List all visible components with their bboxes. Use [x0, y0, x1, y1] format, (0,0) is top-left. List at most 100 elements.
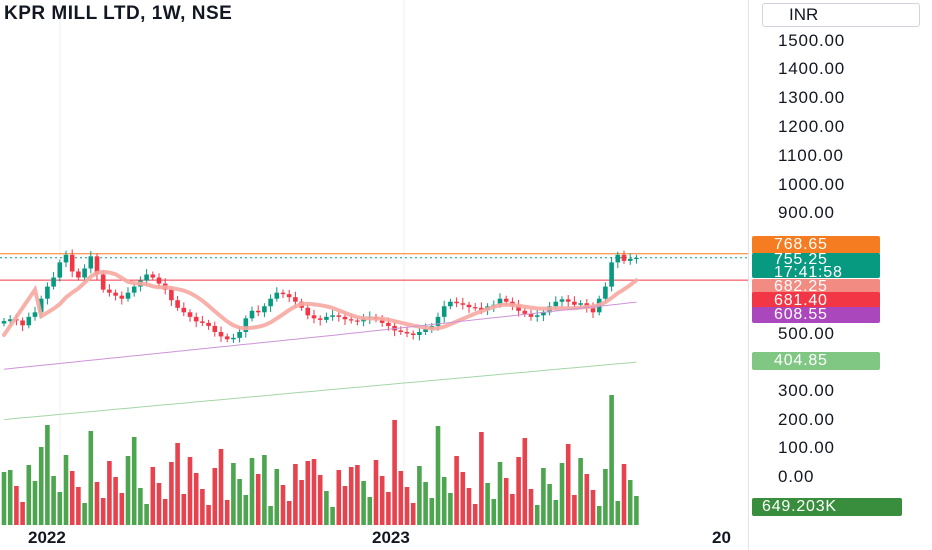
- volume-bar: [94, 482, 100, 525]
- candle-body: [305, 307, 311, 316]
- volume-bar: [63, 455, 69, 525]
- volume-bar: [162, 499, 168, 525]
- candle-body: [503, 298, 509, 302]
- volume-bar: [348, 467, 354, 525]
- volume-bar: [200, 489, 205, 525]
- candle-body: [38, 298, 44, 313]
- candle-body: [231, 337, 236, 340]
- volume-bar: [113, 477, 118, 525]
- volume-bar: [131, 437, 137, 525]
- volume-bar: [212, 468, 218, 525]
- volume-bar: [293, 464, 298, 525]
- currency-selector[interactable]: INR: [762, 3, 920, 27]
- last-price-value: 755.25: [774, 251, 828, 268]
- candle-body: [441, 306, 447, 317]
- volume-bar: [441, 477, 447, 525]
- candle-body: [280, 292, 286, 295]
- volume-bar: [410, 503, 416, 525]
- volume-bar: [144, 504, 149, 525]
- candle-body: [20, 320, 25, 326]
- candle-body: [317, 318, 323, 320]
- volume-bar: [516, 457, 521, 525]
- volume-bar: [522, 438, 528, 525]
- volume-bar: [429, 498, 435, 525]
- candle-body: [181, 307, 187, 313]
- candle-body: [113, 292, 118, 296]
- volume-bar: [7, 470, 13, 525]
- candle-body: [472, 307, 478, 309]
- volume-bar: [38, 447, 44, 525]
- candle-body: [528, 313, 534, 317]
- candle-body: [410, 333, 416, 335]
- volume-bar: [603, 469, 608, 525]
- volume-bar: [472, 504, 478, 525]
- price-tick-label: 300.00: [778, 381, 835, 400]
- volume-bar: [479, 432, 484, 525]
- volume-bar: [466, 488, 472, 525]
- volume-bar: [187, 457, 193, 525]
- candle-body: [541, 312, 546, 316]
- candle-body: [206, 322, 211, 326]
- candle-body: [479, 307, 484, 311]
- volume-bar: [286, 501, 292, 525]
- volume-bar: [404, 487, 410, 525]
- symbol-title[interactable]: KPR MILL LTD, 1W, NSE: [4, 3, 233, 24]
- volume-bar: [32, 481, 38, 525]
- volume-bar: [305, 461, 311, 525]
- volume-bar: [454, 456, 459, 525]
- volume-bar: [69, 471, 75, 525]
- candle-body: [348, 319, 354, 321]
- candle-body: [286, 294, 292, 298]
- volume-bar: [621, 464, 627, 525]
- last-price-badge: 755.25 17:41:58: [752, 251, 880, 281]
- candle-body: [404, 331, 410, 334]
- candle-body: [63, 254, 69, 263]
- candle-body: [355, 320, 360, 322]
- volume-bar: [76, 487, 81, 525]
- candle-body: [274, 292, 280, 299]
- price-tick-label: 1400.00: [778, 59, 846, 78]
- price-tick-label: 500.00: [778, 324, 835, 343]
- volume-bar: [311, 459, 317, 525]
- candle-body: [516, 305, 521, 311]
- volume-bar: [584, 474, 590, 525]
- candle-body: [187, 312, 193, 317]
- volume-bar: [590, 490, 596, 525]
- candle-body: [423, 328, 428, 332]
- volume-bar: [218, 449, 224, 525]
- candle-body: [268, 298, 273, 307]
- volume-badge: 649.203K: [752, 498, 902, 516]
- volume-bar: [534, 505, 540, 525]
- candle-body: [144, 274, 149, 281]
- volume-bar: [448, 493, 453, 525]
- volume-bar: [460, 472, 466, 525]
- volume-bar: [150, 467, 156, 525]
- candle-body: [200, 321, 205, 323]
- volume-bar: [330, 507, 335, 525]
- volume-bar: [57, 492, 63, 525]
- candle-body: [534, 315, 540, 317]
- candle-body: [150, 274, 156, 278]
- candle-body: [324, 316, 329, 320]
- ma-mid-badge: 608.55: [752, 307, 880, 323]
- candle-body: [156, 277, 162, 284]
- candle-body: [497, 298, 503, 305]
- volume-bar: [491, 499, 497, 525]
- volume-bar: [634, 496, 639, 525]
- candle-body: [336, 315, 342, 317]
- candle-body: [603, 286, 608, 299]
- volume-bar: [45, 425, 50, 525]
- price-tick-label: 1200.00: [778, 117, 846, 136]
- volume-bar: [317, 475, 323, 525]
- volume-bar: [243, 495, 249, 525]
- candle-body: [76, 271, 81, 278]
- candle-body: [119, 295, 125, 299]
- candle-body: [32, 312, 38, 317]
- volume-bar: [138, 488, 143, 525]
- volume-bar: [1, 472, 7, 525]
- volume-bar: [373, 460, 379, 525]
- candle-body: [609, 262, 614, 287]
- candle-body: [565, 299, 571, 302]
